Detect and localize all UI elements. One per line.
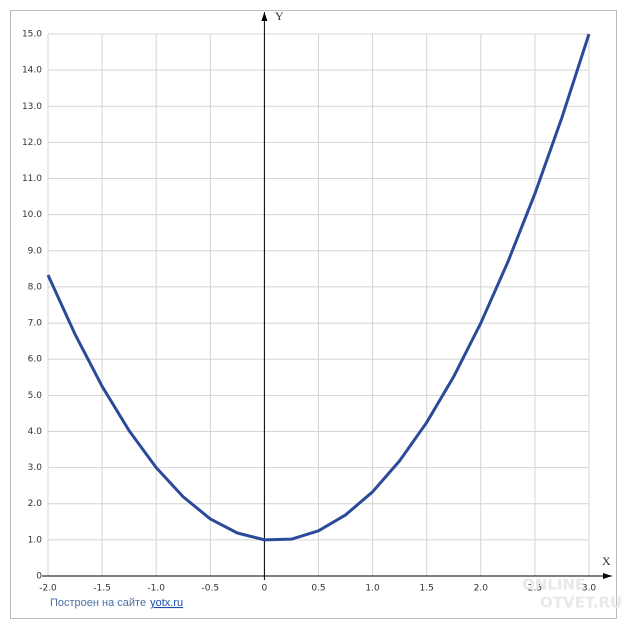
x-tick-label: -2.0	[39, 584, 57, 594]
x-tick-label: -1.5	[93, 584, 111, 594]
y-tick-label: 6.0	[28, 355, 43, 365]
frame	[10, 10, 617, 619]
curve	[46, 33, 591, 542]
y-axis-arrow	[261, 12, 268, 21]
watermark: ONLINE	[522, 576, 585, 594]
y-tick-label: 7.0	[28, 319, 43, 329]
x-axis-label: X	[602, 554, 611, 568]
x-axis-arrow	[603, 573, 612, 579]
watermark: OTVET.RU	[540, 594, 622, 612]
x-tick-label: 1.0	[365, 584, 380, 594]
y-tick-label: 13.0	[22, 102, 42, 112]
x-tick-label: 2.5	[528, 584, 542, 594]
x-tick-label: 0	[262, 584, 268, 594]
x-tick-label: 3.0	[582, 584, 597, 594]
y-tick-label: 12.0	[22, 138, 42, 148]
y-tick-label: 4.0	[28, 427, 43, 437]
y-tick-label: 2.0	[28, 499, 43, 509]
y-tick-label: 5.0	[28, 391, 43, 401]
y-tick-label: 14.0	[22, 66, 42, 76]
x-tick-label: 0.5	[311, 584, 325, 594]
x-tick-label: -1.0	[147, 584, 165, 594]
footer-link[interactable]: yotx.ru	[150, 597, 183, 609]
footer-text: Построен на сайте	[50, 597, 146, 609]
x-tick-label: 1.5	[420, 584, 434, 594]
y-tick-label: 8.0	[28, 282, 43, 292]
y-tick-label: 11.0	[22, 174, 42, 184]
y-tick-label: 10.0	[22, 210, 42, 220]
footer: Построен на сайте yotx.ru	[50, 597, 183, 609]
x-tick-label: -0.5	[202, 584, 220, 594]
x-tick-label: 2.0	[474, 584, 489, 594]
y-tick-label: 15.0	[22, 30, 42, 40]
y-tick-label: 0	[36, 572, 42, 582]
y-tick-label: 1.0	[28, 535, 43, 545]
y-axis-label: Y	[275, 9, 284, 23]
y-tick-label: 9.0	[28, 246, 43, 256]
y-tick-label: 3.0	[28, 463, 43, 473]
